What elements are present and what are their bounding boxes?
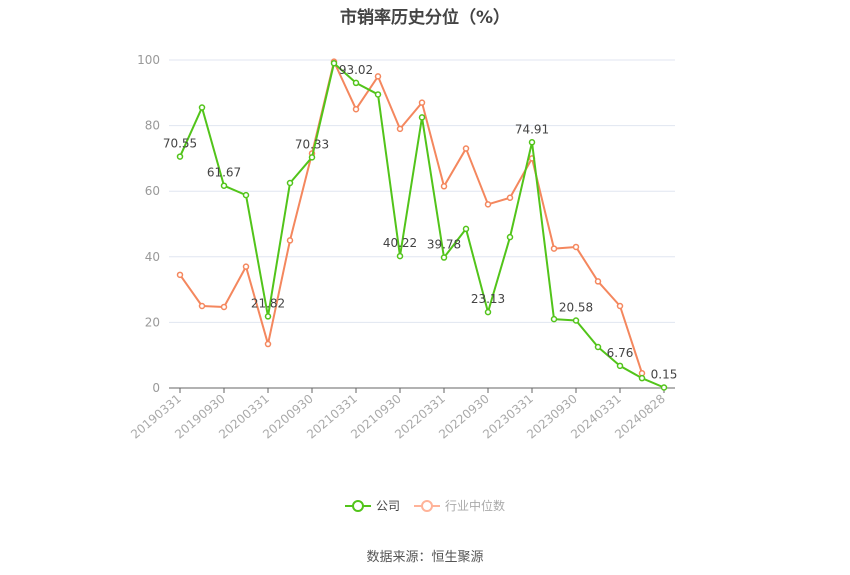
legend: 公司 行业中位数 — [0, 497, 850, 514]
data-point[interactable] — [572, 317, 580, 324]
data-point[interactable] — [506, 194, 514, 202]
data-point[interactable] — [242, 263, 250, 270]
data-label: 0.15 — [651, 368, 678, 382]
y-tick-label: 40 — [145, 250, 160, 264]
data-point[interactable] — [352, 79, 360, 87]
legend-item-company[interactable]: 公司 — [344, 497, 400, 514]
data-point[interactable] — [374, 91, 382, 98]
data-point[interactable] — [308, 154, 316, 161]
data-point[interactable] — [286, 179, 294, 187]
data-point[interactable] — [506, 233, 514, 241]
data-point[interactable] — [484, 201, 492, 208]
company-line — [179, 62, 665, 389]
data-label: 40.22 — [383, 236, 417, 250]
data-point[interactable] — [594, 343, 602, 351]
legend-item-industry-median[interactable]: 行业中位数 — [414, 497, 505, 514]
data-label: 20.58 — [559, 300, 593, 314]
data-labels: 70.55 61.67 21.82 70.33 93.02 40.22 39.78 23.13… — [163, 63, 678, 382]
data-point[interactable] — [528, 139, 536, 146]
data-point[interactable] — [616, 362, 624, 370]
data-point[interactable] — [418, 114, 426, 121]
data-point[interactable] — [242, 191, 250, 199]
legend-orange-circle-icon — [414, 499, 440, 512]
data-label: 70.55 — [163, 137, 197, 151]
y-tick-label: 100 — [137, 53, 160, 67]
data-label: 39.78 — [427, 238, 461, 252]
data-point[interactable] — [550, 245, 558, 252]
data-point[interactable] — [176, 271, 184, 279]
data-point[interactable] — [440, 254, 448, 261]
grid-lines — [169, 59, 675, 323]
data-point[interactable] — [352, 105, 360, 113]
data-label: 6.76 — [607, 346, 634, 360]
y-tick-label: 20 — [145, 315, 160, 329]
data-point[interactable] — [462, 145, 470, 152]
y-tick-label: 80 — [145, 119, 160, 133]
data-point[interactable] — [264, 340, 272, 348]
data-point[interactable] — [638, 374, 646, 382]
data-point[interactable] — [374, 73, 382, 80]
y-tick-label: 60 — [145, 184, 160, 198]
data-point[interactable] — [572, 243, 580, 251]
industry-median-line — [179, 60, 643, 374]
chart-title: 市销率历史分位（%） — [339, 8, 511, 28]
legend-green-circle-icon — [344, 499, 371, 512]
data-point[interactable] — [264, 313, 272, 320]
data-label: 70.33 — [295, 137, 329, 151]
data-point[interactable] — [594, 278, 602, 285]
data-point[interactable] — [550, 315, 558, 323]
data-point[interactable] — [484, 308, 492, 316]
data-point[interactable] — [396, 125, 404, 133]
data-label: 61.67 — [207, 166, 241, 180]
y-tick-label: 0 — [152, 381, 160, 395]
x-axis: 2019033120190930202003312020093020210331… — [128, 387, 675, 442]
data-point[interactable] — [616, 302, 624, 310]
data-point[interactable] — [176, 153, 184, 160]
data-point[interactable] — [440, 183, 448, 190]
data-point[interactable] — [396, 252, 404, 260]
y-axis: 0 20 40 60 80 100 — [137, 53, 160, 395]
data-point[interactable] — [198, 104, 206, 111]
data-point[interactable] — [198, 302, 206, 310]
data-point[interactable] — [286, 237, 294, 244]
data-point[interactable] — [462, 225, 470, 233]
data-label: 21.82 — [251, 296, 285, 310]
data-point[interactable] — [330, 60, 338, 67]
data-point[interactable] — [418, 99, 426, 106]
series-lines — [176, 58, 668, 391]
data-source-note: 数据来源：恒生聚源 — [366, 550, 484, 565]
data-point[interactable] — [220, 182, 228, 189]
data-point[interactable] — [660, 384, 668, 391]
legend-label-company: 公司 — [375, 499, 400, 513]
data-label: 23.13 — [471, 292, 505, 306]
data-label: 74.91 — [515, 122, 549, 136]
legend-label-industry-median: 行业中位数 — [445, 499, 506, 513]
data-label: 93.02 — [339, 63, 373, 77]
data-point[interactable] — [220, 303, 228, 311]
